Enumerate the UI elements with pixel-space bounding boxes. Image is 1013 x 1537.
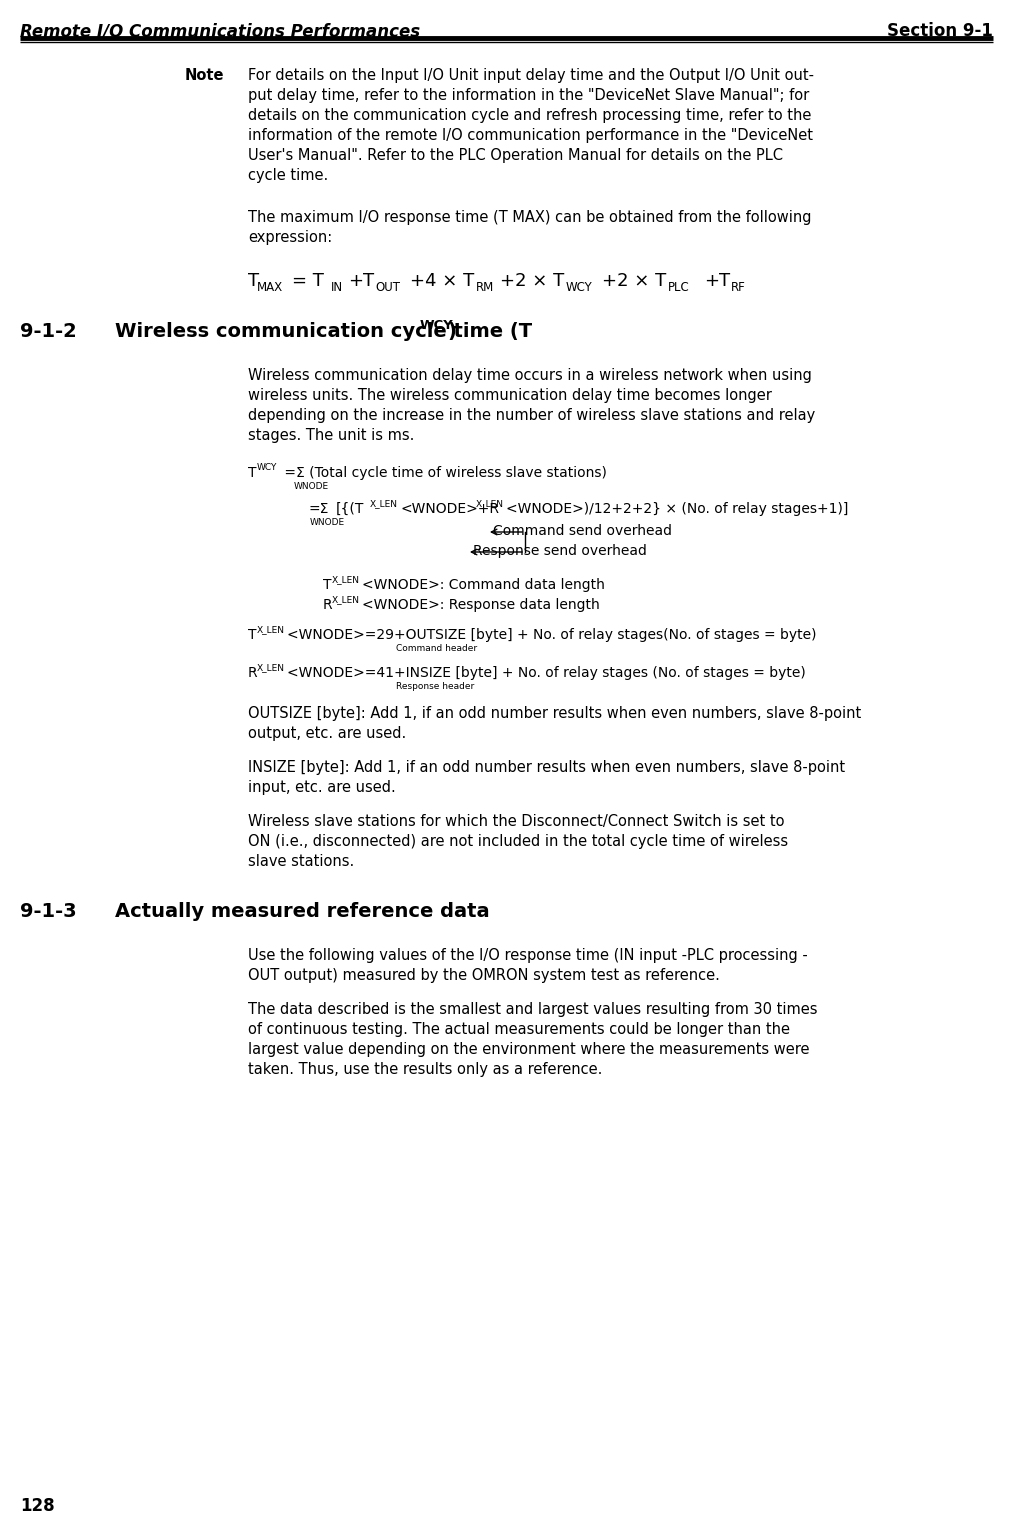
Text: User's Manual". Refer to the PLC Operation Manual for details on the PLC: User's Manual". Refer to the PLC Operati… xyxy=(248,148,783,163)
Text: put delay time, refer to the information in the "DeviceNet Slave Manual"; for: put delay time, refer to the information… xyxy=(248,88,809,103)
Text: cycle time.: cycle time. xyxy=(248,168,328,183)
Text: Wireless communication cycle time (T: Wireless communication cycle time (T xyxy=(115,321,532,341)
Text: The maximum I/O response time (T MAX) can be obtained from the following: The maximum I/O response time (T MAX) ca… xyxy=(248,211,811,224)
Text: 128: 128 xyxy=(20,1497,55,1515)
Text: OUTSIZE [byte]: Add 1, if an odd number results when even numbers, slave 8-point: OUTSIZE [byte]: Add 1, if an odd number … xyxy=(248,705,861,721)
Text: <WNODE>: Command data length: <WNODE>: Command data length xyxy=(362,578,605,592)
Text: of continuous testing. The actual measurements could be longer than the: of continuous testing. The actual measur… xyxy=(248,1022,790,1037)
Text: WCY: WCY xyxy=(257,463,278,472)
Text: OUT: OUT xyxy=(375,281,400,294)
Text: +T: +T xyxy=(704,272,730,290)
Text: The data described is the smallest and largest values resulting from 30 times: The data described is the smallest and l… xyxy=(248,1002,817,1017)
Text: For details on the Input I/O Unit input delay time and the Output I/O Unit out-: For details on the Input I/O Unit input … xyxy=(248,68,814,83)
Text: output, etc. are used.: output, etc. are used. xyxy=(248,725,406,741)
Text: details on the communication cycle and refresh processing time, refer to the: details on the communication cycle and r… xyxy=(248,108,811,123)
Text: X_LEN: X_LEN xyxy=(332,575,360,584)
Text: Response send overhead: Response send overhead xyxy=(473,544,647,558)
Text: =Σ (Total cycle time of wireless slave stations): =Σ (Total cycle time of wireless slave s… xyxy=(280,466,607,480)
Text: <WNODE>=41+INSIZE [byte] + No. of relay stages (No. of stages = byte): <WNODE>=41+INSIZE [byte] + No. of relay … xyxy=(287,666,805,679)
Text: ON (i.e., disconnected) are not included in the total cycle time of wireless: ON (i.e., disconnected) are not included… xyxy=(248,835,788,848)
Text: Actually measured reference data: Actually measured reference data xyxy=(115,902,489,921)
Text: Response header: Response header xyxy=(396,682,474,692)
Text: <WNODE>=29+OUTSIZE [byte] + No. of relay stages(No. of stages = byte): <WNODE>=29+OUTSIZE [byte] + No. of relay… xyxy=(287,629,816,642)
Text: [{(T: [{(T xyxy=(336,503,365,516)
Text: Wireless slave stations for which the Disconnect/Connect Switch is set to: Wireless slave stations for which the Di… xyxy=(248,815,784,828)
Text: PLC: PLC xyxy=(668,281,690,294)
Text: T: T xyxy=(248,629,256,642)
Text: largest value depending on the environment where the measurements were: largest value depending on the environme… xyxy=(248,1042,809,1057)
Text: WNODE: WNODE xyxy=(310,518,345,527)
Text: depending on the increase in the number of wireless slave stations and relay: depending on the increase in the number … xyxy=(248,407,815,423)
Text: wireless units. The wireless communication delay time becomes longer: wireless units. The wireless communicati… xyxy=(248,387,772,403)
Text: 9-1-3: 9-1-3 xyxy=(20,902,77,921)
Text: OUT output) measured by the OMRON system test as reference.: OUT output) measured by the OMRON system… xyxy=(248,968,720,984)
Text: 9-1-2: 9-1-2 xyxy=(20,321,77,341)
Text: Wireless communication delay time occurs in a wireless network when using: Wireless communication delay time occurs… xyxy=(248,367,811,383)
Text: Section 9-1: Section 9-1 xyxy=(887,22,993,40)
Text: R: R xyxy=(248,666,257,679)
Text: R: R xyxy=(323,598,332,612)
Text: WCY: WCY xyxy=(566,281,593,294)
Text: Use the following values of the I/O response time (IN input -PLC processing -: Use the following values of the I/O resp… xyxy=(248,948,807,964)
Text: +T: +T xyxy=(348,272,374,290)
Text: X_LEN: X_LEN xyxy=(476,500,504,509)
Text: T: T xyxy=(248,272,259,290)
Text: input, etc. are used.: input, etc. are used. xyxy=(248,779,396,795)
Text: WNODE: WNODE xyxy=(294,483,329,490)
Text: X_LEN: X_LEN xyxy=(370,500,398,509)
Text: expression:: expression: xyxy=(248,231,332,244)
Text: Command send overhead: Command send overhead xyxy=(493,524,672,538)
Text: <WNODE>: Response data length: <WNODE>: Response data length xyxy=(362,598,600,612)
Text: X_LEN: X_LEN xyxy=(257,626,285,633)
Text: X_LEN: X_LEN xyxy=(332,595,360,604)
Text: <WNODE>)/12+2+2} × (No. of relay stages+1)]: <WNODE>)/12+2+2} × (No. of relay stages+… xyxy=(506,503,848,516)
Text: +4 × T: +4 × T xyxy=(410,272,474,290)
Text: ): ) xyxy=(448,321,457,341)
Text: Note: Note xyxy=(185,68,225,83)
Text: INSIZE [byte]: Add 1, if an odd number results when even numbers, slave 8-point: INSIZE [byte]: Add 1, if an odd number r… xyxy=(248,759,845,775)
Text: +2 × T: +2 × T xyxy=(500,272,564,290)
Text: MAX: MAX xyxy=(257,281,283,294)
Text: T: T xyxy=(323,578,331,592)
Text: IN: IN xyxy=(331,281,343,294)
Text: =Σ: =Σ xyxy=(308,503,328,516)
Text: X_LEN: X_LEN xyxy=(257,662,285,672)
Text: taken. Thus, use the results only as a reference.: taken. Thus, use the results only as a r… xyxy=(248,1062,603,1077)
Text: +2 × T: +2 × T xyxy=(602,272,667,290)
Text: RF: RF xyxy=(731,281,746,294)
Text: RM: RM xyxy=(476,281,494,294)
Text: Remote I/O Communications Performances: Remote I/O Communications Performances xyxy=(20,22,420,40)
Text: slave stations.: slave stations. xyxy=(248,855,355,868)
Text: <WNODE>+R: <WNODE>+R xyxy=(400,503,499,516)
Text: WCY: WCY xyxy=(420,320,454,332)
Text: Command header: Command header xyxy=(396,644,477,653)
Text: information of the remote I/O communication performance in the "DeviceNet: information of the remote I/O communicat… xyxy=(248,128,813,143)
Text: stages. The unit is ms.: stages. The unit is ms. xyxy=(248,427,414,443)
Text: T: T xyxy=(248,466,256,480)
Text: = T: = T xyxy=(292,272,324,290)
